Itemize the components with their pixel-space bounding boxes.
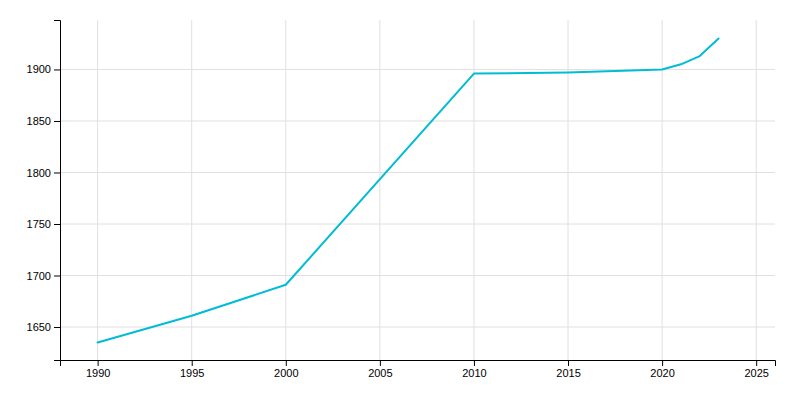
y-tick-mark [54,172,60,173]
x-tick-label: 2010 [462,367,486,379]
chart: 1990 1995 2000 2005 2010 2015 2020 2025 1650 1700… [0,0,800,400]
x-tick-mark [380,360,381,366]
x-tick-mark [662,360,663,366]
x-tick-label: 2005 [368,367,392,379]
x-tick-mark [568,360,569,366]
x-tick: 2015 [556,360,580,379]
plot: 1990 1995 2000 2005 2010 2015 2020 2025 1650 1700… [27,20,776,379]
x-tick: 2000 [274,360,298,379]
y-tick: 1750 [27,218,60,230]
x-tick-mark [192,360,193,366]
grid-line [662,20,663,360]
x-tick: 2025 [744,360,768,379]
grid-line [60,327,775,328]
y-tick: 1650 [27,321,60,333]
grid-line [379,20,380,360]
y-tick-mark [54,276,60,277]
grid-line [473,20,474,360]
x-tick: 1995 [180,360,204,379]
grid-line [285,20,286,360]
y-tick-label: 1650 [27,321,51,333]
x-tick-label: 2020 [650,367,674,379]
grid-line [60,224,775,225]
y-tick-label: 1700 [27,270,51,282]
x-tick-mark [286,360,287,366]
x-tick-mark [98,360,99,366]
grid-line [60,275,775,276]
grid-line [191,20,192,360]
grid-line [60,172,775,173]
grid-line [60,69,775,70]
y-tick-mark [54,327,60,328]
x-axis: 1990 1995 2000 2005 2010 2015 2020 2025 [61,360,776,379]
grid-line [97,20,98,360]
y-tick: 1900 [27,63,60,75]
x-axis-line [61,361,776,367]
y-tick-label: 1900 [27,63,51,75]
x-tick-label: 2000 [274,367,298,379]
x-tick: 2020 [650,360,674,379]
x-tick-label: 1995 [180,367,204,379]
y-tick-label: 1750 [27,218,51,230]
y-tick: 1850 [27,115,60,127]
y-tick-mark [54,224,60,225]
y-tick: 1800 [27,167,60,179]
x-tick-label: 2025 [744,367,768,379]
x-tick-mark [474,360,475,366]
y-tick-mark [54,121,60,122]
y-tick-label: 1850 [27,115,51,127]
x-tick-label: 1990 [86,367,110,379]
line [98,39,719,343]
y-tick: 1700 [27,270,60,282]
marks [98,39,719,343]
x-tick: 1990 [86,360,110,379]
y-axis-line [54,21,61,361]
y-tick-label: 1800 [27,167,51,179]
x-tick: 2010 [462,360,486,379]
grid-line [756,20,757,360]
y-tick-mark [54,69,60,70]
x-tick-mark [756,360,757,366]
grid-line [568,20,569,360]
x-tick-label: 2015 [556,367,580,379]
x-tick: 2005 [368,360,392,379]
grid [60,20,775,360]
grid-line [60,120,775,121]
y-axis: 1650 1700 1750 1800 1850 1900 [27,21,61,361]
